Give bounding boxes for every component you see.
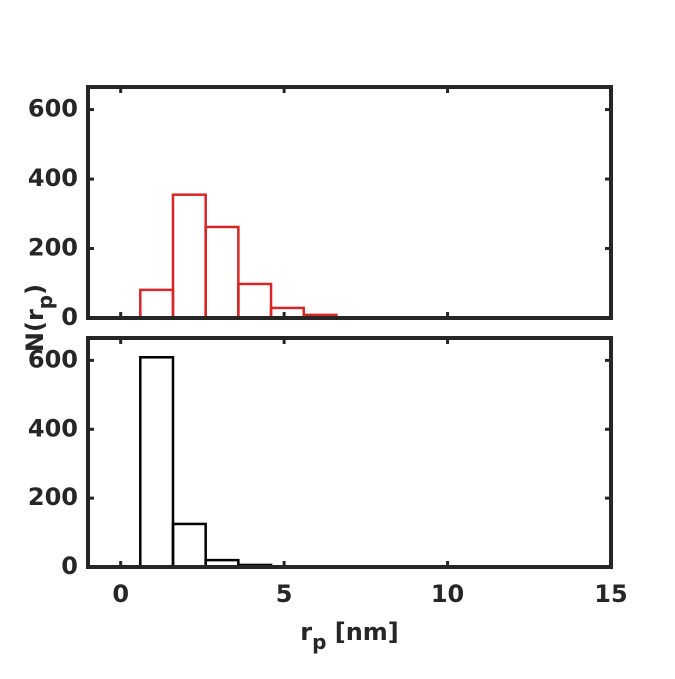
y-tick-label: 200 [28, 483, 78, 511]
y-tick-label: 400 [28, 414, 78, 442]
label-sub: p [312, 630, 326, 654]
axes-frame [86, 85, 613, 320]
x-tick-label: 10 [431, 580, 464, 608]
y-tick-label: 0 [61, 303, 78, 331]
x-tick-label: 0 [112, 580, 129, 608]
y-tick-label: 400 [28, 164, 78, 192]
bar [139, 288, 175, 320]
bar [204, 225, 240, 320]
label-tail: [nm] [326, 618, 398, 646]
y-tick-label: 600 [28, 95, 78, 123]
axis-label: rp [nm] [300, 618, 399, 654]
bar [171, 193, 207, 320]
bar [237, 282, 273, 320]
x-tick-label: 5 [276, 580, 293, 608]
y-tick-label: 600 [28, 345, 78, 373]
label-tail: ) [21, 284, 49, 295]
axis-label: N(rp) [21, 284, 57, 352]
bar [139, 356, 175, 569]
bar [171, 522, 207, 569]
label-main: N(r [21, 309, 49, 352]
x-tick-label: 15 [594, 580, 627, 608]
label-sub: p [33, 295, 57, 309]
y-tick-label: 0 [61, 552, 78, 580]
axes-frame [86, 336, 613, 569]
label-main: r [300, 618, 312, 646]
y-tick-label: 200 [28, 234, 78, 262]
